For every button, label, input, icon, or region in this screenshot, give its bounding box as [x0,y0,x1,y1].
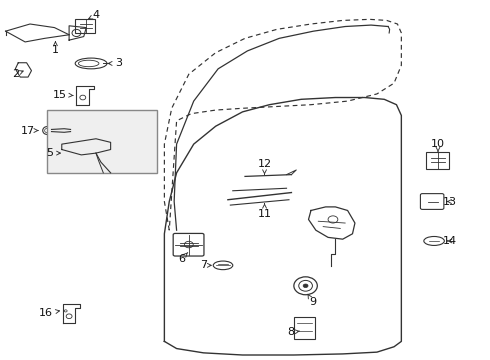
Text: 5: 5 [46,148,60,158]
Bar [75,19,95,33]
Text: 4: 4 [89,10,100,20]
Bar [47,110,157,173]
Text: 11: 11 [258,203,271,219]
Text: 12: 12 [257,159,271,175]
Text: 10: 10 [431,139,445,152]
Text: 3: 3 [108,58,122,68]
Text: 16: 16 [39,309,59,318]
Text: 1: 1 [52,42,59,55]
Text: 13: 13 [443,197,457,207]
Text: 8: 8 [287,327,299,337]
Text: 14: 14 [443,236,457,246]
Text: 7: 7 [200,260,211,270]
Text: 9: 9 [308,294,316,307]
Ellipse shape [303,284,308,288]
Text: 17: 17 [21,126,38,135]
Text: 15: 15 [53,90,73,100]
Bar [426,152,449,169]
Text: 6: 6 [178,252,188,264]
Bar [294,317,316,338]
Text: 2: 2 [12,69,23,79]
